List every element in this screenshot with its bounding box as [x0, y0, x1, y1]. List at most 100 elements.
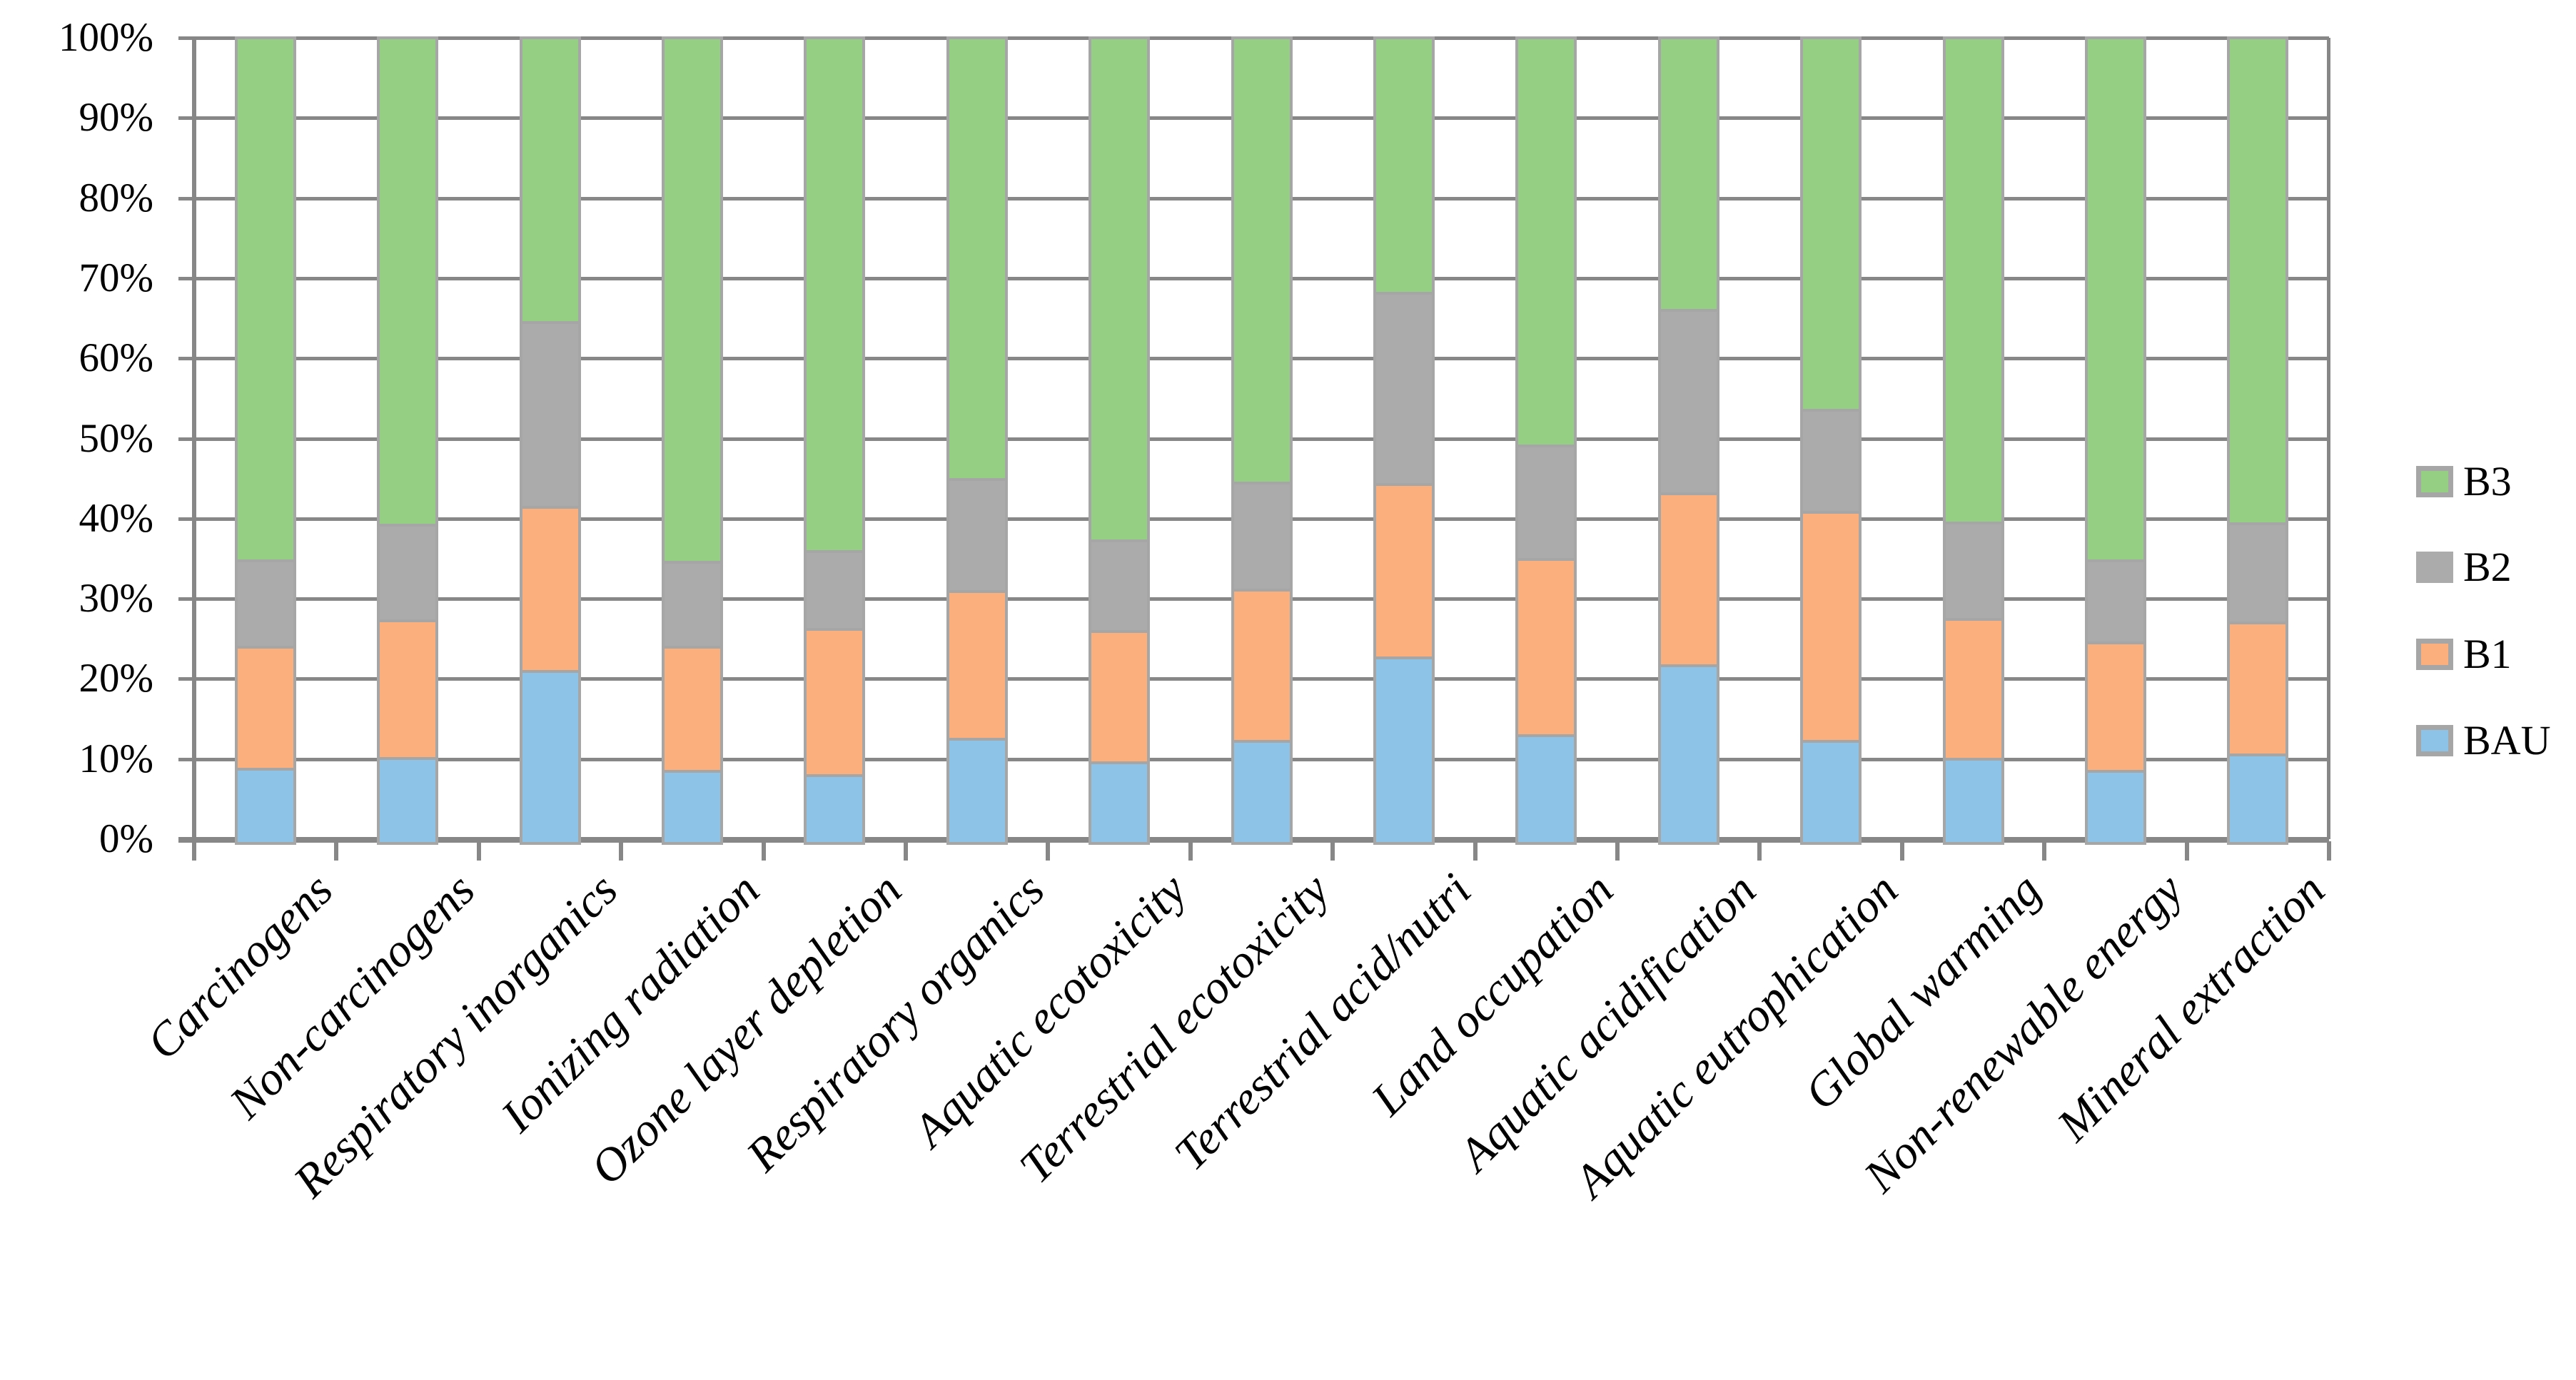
bar-segment-b2: [237, 562, 293, 646]
bar-ionizing-radiation: [661, 36, 723, 845]
bar-segment-bau: [664, 773, 720, 842]
x-axis-tick: [619, 841, 624, 861]
legend-item-b1: B1: [2416, 634, 2512, 675]
bar-segment-b2: [807, 552, 863, 629]
legend-label-b3: B3: [2463, 458, 2512, 504]
y-axis-tick-label: 20%: [79, 656, 153, 701]
x-axis-tick: [1473, 841, 1478, 861]
bar-segment-b1: [949, 592, 1005, 738]
bar-segment-b3: [380, 39, 436, 524]
x-axis-tick: [1188, 841, 1193, 861]
bar-segment-b2: [1233, 484, 1290, 589]
bar-segment-bau: [1091, 763, 1148, 843]
bar-land-occupation: [1515, 36, 1577, 845]
bar-global-warming: [1942, 36, 2004, 845]
bar-segment-bau: [2230, 756, 2286, 842]
bar-segment-b1: [664, 648, 720, 771]
bar-aquatic-eutrophication: [1800, 36, 1862, 845]
legend-label-b2: B2: [2463, 544, 2512, 590]
plot-right-border: [2327, 38, 2330, 839]
bar-segment-b1: [1233, 591, 1290, 740]
bar-respiratory-inorganics: [519, 36, 581, 845]
bar-segment-b1: [1091, 632, 1148, 761]
bar-non-carcinogens: [377, 36, 439, 845]
bar-segment-b2: [1091, 542, 1148, 630]
bar-segment-bau: [2087, 773, 2143, 842]
bar-segment-bau: [1233, 742, 1290, 842]
bar-terrestrial-ecotoxicity: [1231, 36, 1293, 845]
bar-aquatic-acidification: [1657, 36, 1719, 845]
bar-segment-b1: [1803, 513, 1859, 740]
bar-segment-b1: [380, 622, 436, 758]
legend-label-bau: BAU: [2463, 717, 2551, 763]
bar-segment-b3: [1233, 39, 1290, 482]
bar-segment-b1: [1375, 485, 1432, 657]
bar-segment-b1: [1518, 561, 1575, 735]
bar-segment-bau: [1518, 737, 1575, 842]
y-axis-tick-label: 10%: [79, 736, 153, 781]
bar-segment-b3: [664, 39, 720, 562]
bar-segment-b3: [949, 39, 1005, 479]
bar-segment-bau: [237, 770, 293, 842]
bar-segment-b3: [1518, 39, 1575, 445]
x-axis-tick: [192, 841, 196, 861]
x-axis-tick: [2327, 841, 2331, 861]
y-axis-tick-label: 70%: [79, 255, 153, 300]
legend-item-b3: B3: [2416, 461, 2512, 502]
bar-segment-bau: [1803, 742, 1859, 842]
y-axis-tick-label: 50%: [79, 415, 153, 461]
x-axis-tick: [2184, 841, 2189, 861]
x-axis-tick: [1757, 841, 1762, 861]
legend-label-b1: B1: [2463, 631, 2512, 677]
x-axis-tick: [1046, 841, 1051, 861]
bar-segment-bau: [1945, 761, 2001, 842]
bar-segment-b3: [1375, 39, 1432, 292]
legend-swatch-b2: [2416, 552, 2453, 583]
bar-segment-bau: [522, 672, 578, 842]
bar-segment-b1: [2087, 644, 2143, 771]
y-axis-tick-label: 60%: [79, 335, 153, 381]
y-axis-tick-label: 40%: [79, 495, 153, 541]
bar-segment-b2: [2230, 524, 2286, 622]
x-axis-tick: [2042, 841, 2047, 861]
bar-segment-b3: [1945, 39, 2001, 522]
bar-segment-b2: [1518, 447, 1575, 559]
x-axis-tick: [1899, 841, 1904, 861]
bar-segment-b1: [1660, 495, 1717, 665]
bar-respiratory-organics: [946, 36, 1008, 845]
bar-segment-b3: [1660, 39, 1717, 310]
bar-terrestrial-acid-nutri: [1373, 36, 1435, 845]
bar-segment-b1: [807, 631, 863, 774]
y-axis-tick-label: 80%: [79, 175, 153, 220]
y-axis-tick-label: 0%: [99, 816, 153, 861]
bar-segment-b2: [1803, 411, 1859, 511]
x-axis-tick: [1615, 841, 1620, 861]
bar-aquatic-ecotoxicity: [1089, 36, 1151, 845]
bar-carcinogens: [234, 36, 296, 845]
bar-segment-b1: [2230, 624, 2286, 754]
bar-segment-bau: [380, 760, 436, 842]
bar-segment-b3: [237, 39, 293, 560]
bar-segment-bau: [1660, 667, 1717, 842]
stacked-bar-chart: 100% 90% 80% 70% 60% 50% 40% 30% 20% 10% 0% Carcin…: [59, 15, 2550, 1207]
legend-swatch-b1: [2416, 639, 2453, 670]
bar-segment-b1: [1945, 620, 2001, 759]
bar-segment-b3: [1091, 39, 1148, 540]
bar-segment-bau: [807, 776, 863, 842]
legend-item-bau: BAU: [2416, 720, 2550, 761]
x-axis-tick: [1330, 841, 1335, 861]
bar-segment-b1: [237, 648, 293, 768]
bar-segment-b2: [1375, 294, 1432, 483]
x-axis-tick: [904, 841, 908, 861]
legend-swatch-b3: [2416, 466, 2453, 497]
bar-segment-b2: [380, 526, 436, 620]
bar-segment-b1: [522, 508, 578, 670]
bar-segment-b2: [1945, 524, 2001, 618]
bar-segment-b3: [2230, 39, 2286, 522]
bar-segment-b2: [949, 481, 1005, 590]
bar-segment-b2: [2087, 562, 2143, 642]
x-axis-tick: [761, 841, 766, 861]
bar-segment-b3: [807, 39, 863, 550]
x-axis-tick: [476, 841, 481, 861]
bar-segment-b2: [664, 564, 720, 646]
